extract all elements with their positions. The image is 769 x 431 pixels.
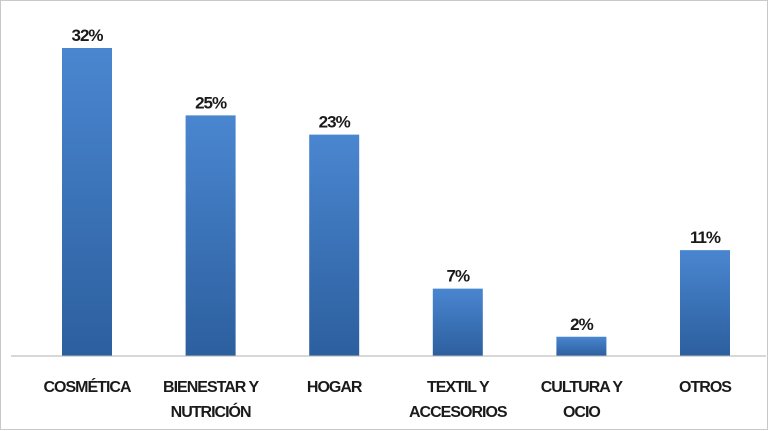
- bar-2: [309, 134, 360, 356]
- data-label-1: 25%: [195, 93, 227, 112]
- category-labels-layer: COSMÉTICA BIENESTAR Y NUTRICIÓN HOGAR TEXTIL…: [44, 377, 734, 421]
- bar-4: [556, 336, 607, 356]
- category-label-5-0: OTROS: [679, 379, 732, 396]
- data-label-4: 2%: [570, 315, 593, 334]
- category-label-4-1: OCIO: [563, 404, 600, 421]
- data-label-3: 7%: [447, 267, 470, 286]
- data-label-2: 23%: [319, 113, 351, 132]
- bar-5: [680, 250, 730, 356]
- category-label-0-0: COSMÉTICA: [44, 377, 132, 396]
- category-label-4-0: CULTURA Y: [541, 379, 624, 396]
- category-label-3-1: ACCESORIOS: [409, 404, 508, 421]
- category-label-1-1: NUTRICIÓN: [171, 402, 251, 421]
- data-label-5: 11%: [690, 228, 721, 247]
- category-label-1-0: BIENESTAR Y: [163, 379, 259, 396]
- data-labels-layer: 32% 25% 23% 7% 2% 11%: [71, 26, 721, 334]
- bar-1: [185, 115, 236, 356]
- category-label-2-0: HOGAR: [307, 379, 363, 396]
- data-label-0: 32%: [71, 26, 103, 45]
- bar-0: [62, 48, 112, 356]
- category-label-3-0: TEXTIL Y: [427, 379, 490, 396]
- bar-3: [432, 288, 483, 356]
- bars-layer: [62, 48, 730, 356]
